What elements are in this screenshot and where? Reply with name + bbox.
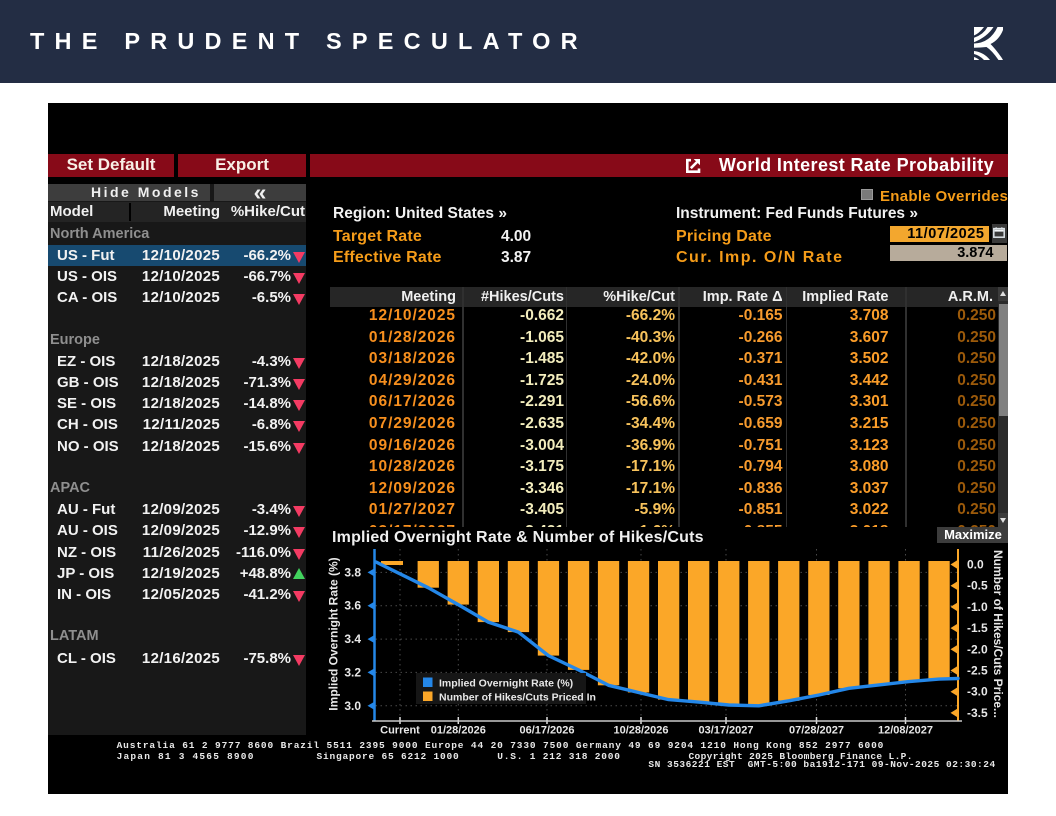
svg-text:07/28/2027: 07/28/2027: [789, 725, 844, 737]
svg-text:01/28/2026: 01/28/2026: [431, 725, 486, 737]
svg-text:10/28/2026: 10/28/2026: [613, 725, 668, 737]
svg-text:-3.5: -3.5: [967, 706, 988, 720]
svg-text:-3.0: -3.0: [967, 685, 988, 699]
svg-text:06/17/2026: 06/17/2026: [519, 725, 574, 737]
svg-text:Number of Hikes/Cuts Priced In: Number of Hikes/Cuts Priced In: [439, 692, 596, 704]
svg-text:Number of Hikes/Cuts Price...: Number of Hikes/Cuts Price...: [991, 550, 1005, 718]
svg-text:-2.5: -2.5: [967, 664, 988, 678]
svg-text:3.6: 3.6: [344, 599, 361, 613]
svg-text:3.4: 3.4: [344, 632, 361, 646]
svg-text:3.8: 3.8: [344, 565, 361, 579]
svg-text:-1.5: -1.5: [967, 621, 988, 635]
svg-text:Current: Current: [380, 725, 420, 737]
svg-text:0.0: 0.0: [967, 558, 984, 572]
svg-text:-1.0: -1.0: [967, 600, 988, 614]
svg-text:3.2: 3.2: [344, 665, 361, 679]
svg-text:3.0: 3.0: [344, 699, 361, 713]
svg-text:-0.5: -0.5: [967, 579, 988, 593]
svg-text:Implied Overnight Rate (%): Implied Overnight Rate (%): [327, 557, 341, 710]
svg-text:03/17/2027: 03/17/2027: [698, 725, 753, 737]
svg-text:Implied Overnight Rate (%): Implied Overnight Rate (%): [439, 678, 573, 690]
svg-text:12/08/2027: 12/08/2027: [878, 725, 933, 737]
svg-text:-2.0: -2.0: [967, 642, 988, 656]
